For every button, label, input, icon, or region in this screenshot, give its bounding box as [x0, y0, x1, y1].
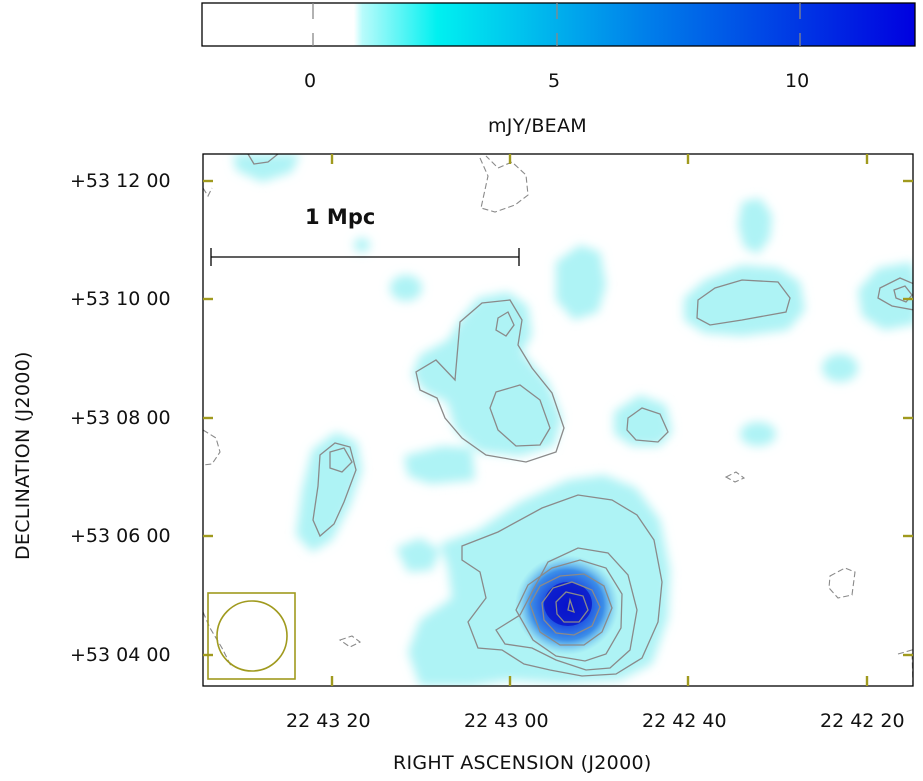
- colorbar-tick-label-5: 5: [548, 70, 561, 92]
- ra-tick-label-2: 22 43 00: [464, 710, 549, 732]
- scale-bar: [210, 248, 520, 266]
- axis-ticks: [203, 154, 913, 686]
- ra-tick-label-4: 22 42 20: [820, 710, 905, 732]
- plot-frame: [202, 153, 914, 687]
- dec-tick-label-5: +53 04 00: [70, 644, 171, 666]
- colorbar-gradient: [201, 2, 916, 47]
- scale-bar-label: 1 Mpc: [305, 205, 376, 229]
- dec-tick-label-4: +53 06 00: [70, 525, 171, 547]
- ra-tick-label-1: 22 43 20: [286, 710, 371, 732]
- y-axis-title: DECLINATION (J2000): [12, 351, 34, 560]
- contour-layer: [247, 154, 913, 677]
- dec-tick-label-3: +53 08 00: [70, 407, 171, 429]
- colorbar-unit-label: mJY/BEAM: [488, 115, 587, 137]
- colorbar-tick-label-10: 10: [785, 70, 810, 92]
- dec-tick-label-1: +53 12 00: [70, 170, 171, 192]
- beam-indicator: [207, 592, 296, 680]
- colorbar-tick-label-0: 0: [304, 70, 317, 92]
- colorbar: [201, 2, 916, 47]
- ra-tick-label-3: 22 42 40: [642, 710, 727, 732]
- emission-peak: [544, 582, 592, 626]
- x-axis-title: RIGHT ASCENSION (J2000): [393, 752, 652, 774]
- dec-tick-label-2: +53 10 00: [70, 288, 171, 310]
